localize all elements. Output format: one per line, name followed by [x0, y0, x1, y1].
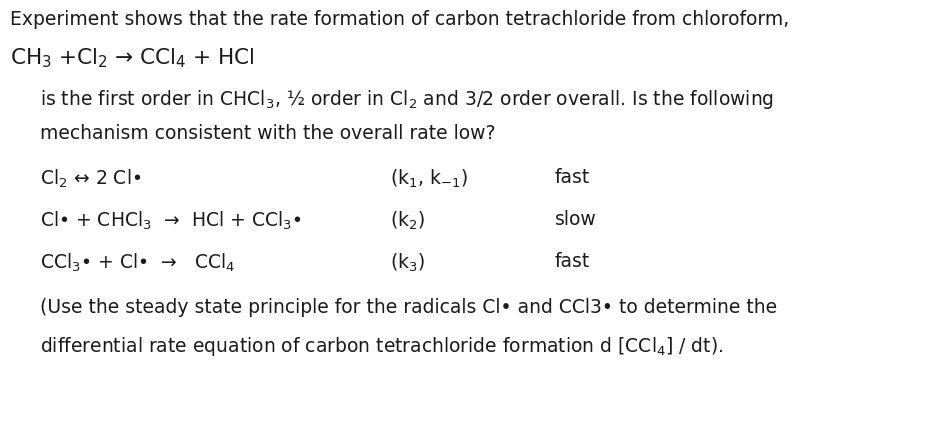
Text: CH$_3$ +Cl$_2$ → CCl$_4$ + HCl: CH$_3$ +Cl$_2$ → CCl$_4$ + HCl: [10, 46, 255, 70]
Text: Experiment shows that the rate formation of carbon tetrachloride from chloroform: Experiment shows that the rate formation…: [10, 10, 790, 29]
Text: (k$_2$): (k$_2$): [390, 210, 425, 232]
Text: mechanism consistent with the overall rate low?: mechanism consistent with the overall ra…: [40, 124, 495, 143]
Text: Cl• + CHCl$_3$  →  HCl + CCl$_3$•: Cl• + CHCl$_3$ → HCl + CCl$_3$•: [40, 210, 302, 232]
Text: differential rate equation of carbon tetrachloride formation d [CCl$_4$] / dt).: differential rate equation of carbon tet…: [40, 335, 724, 358]
Text: fast: fast: [555, 168, 590, 187]
Text: fast: fast: [555, 252, 590, 271]
Text: is the first order in CHCl$_3$, ½ order in Cl$_2$ and 3/2 order overall. Is the : is the first order in CHCl$_3$, ½ order …: [40, 88, 775, 111]
Text: (k$_1$, k$_{-1}$): (k$_1$, k$_{-1}$): [390, 168, 468, 190]
Text: slow: slow: [555, 210, 597, 229]
Text: (k$_3$): (k$_3$): [390, 252, 425, 274]
Text: CCl$_3$• + Cl•  →   CCl$_4$: CCl$_3$• + Cl• → CCl$_4$: [40, 252, 235, 274]
Text: (Use the steady state principle for the radicals Cl• and CCl3• to determine the: (Use the steady state principle for the …: [40, 298, 777, 317]
Text: Cl$_2$ ↔ 2 Cl•: Cl$_2$ ↔ 2 Cl•: [40, 168, 141, 190]
